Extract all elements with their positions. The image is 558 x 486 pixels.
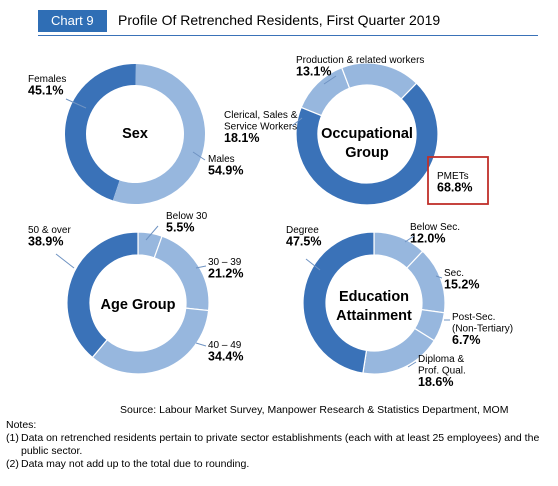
- donut-title: Age Group: [101, 297, 176, 313]
- leader-line: [407, 361, 417, 368]
- donut-title: Sex: [122, 126, 148, 142]
- leader-line: [323, 75, 337, 85]
- chart-header: Chart 9 Profile Of Retrenched Residents,…: [38, 8, 538, 36]
- slice-label-age-30-39: 30 – 39: [208, 257, 242, 268]
- slice-value-post-sec-non-tertiary: 6.7%: [452, 333, 481, 347]
- note-text: Data on retrenched residents pertain to …: [21, 432, 540, 457]
- slice-value-age-30-39: 21.2%: [208, 267, 243, 281]
- note-number: (2): [6, 458, 19, 470]
- note-item: (2) Data may not add up to the total due…: [6, 458, 546, 471]
- notes-heading: Notes:: [6, 419, 37, 431]
- slice-value-pmets: 68.8%: [437, 181, 472, 195]
- slice-value-age-50-over: 38.9%: [28, 235, 63, 249]
- donut-slice-age-40-49: [91, 307, 210, 375]
- slice-label-age-40-49: 40 – 49: [208, 340, 242, 351]
- leader-line: [291, 117, 303, 127]
- slice-value-clerical-sales-service-workers: 18.1%: [224, 131, 259, 145]
- leader-line: [305, 258, 321, 271]
- donut-slice-degree: [302, 231, 375, 374]
- slice-label-diploma-prof-qual: Diploma & Prof. Qual.: [418, 354, 466, 377]
- slice-label-post-sec-non-tertiary: Post-Sec. (Non-Tertiary): [452, 312, 513, 335]
- slice-label-females: Females: [28, 74, 66, 85]
- leader-line: [65, 98, 87, 109]
- chart-number-tag: Chart 9: [38, 10, 107, 32]
- slice-value-degree: 47.5%: [286, 235, 321, 249]
- leader-line: [404, 235, 415, 243]
- slice-value-females: 45.1%: [28, 84, 63, 98]
- leader-line: [192, 151, 206, 161]
- source-note: Source: Labour Market Survey, Manpower R…: [120, 404, 509, 416]
- donut-slice-males: [112, 64, 205, 204]
- slice-value-sec: 15.2%: [444, 278, 479, 292]
- donut-title: Attainment: [336, 308, 412, 324]
- leader-line: [195, 342, 207, 347]
- header-divider: [38, 35, 538, 36]
- donut-slice-females: [64, 64, 136, 201]
- slice-label-age-50-over: 50 & over: [28, 225, 71, 236]
- slice-label-below-30: Below 30: [166, 211, 208, 222]
- slice-label-clerical-sales-service-workers: Clerical, Sales & Service Workers: [224, 110, 298, 133]
- slice-label-below-sec: Below Sec.: [410, 222, 460, 233]
- leader-line: [145, 225, 159, 241]
- note-text: Data may not add up to the total due to …: [21, 458, 250, 470]
- note-number: (1): [6, 432, 19, 444]
- slice-value-age-40-49: 34.4%: [208, 350, 243, 364]
- slice-label-males: Males: [208, 154, 235, 165]
- donut-title: Education: [339, 289, 409, 305]
- slice-label-production-related-workers: Production & related workers: [296, 55, 424, 66]
- donut-title: Group: [345, 145, 389, 161]
- donut-title: Occupational: [321, 126, 413, 142]
- slice-value-below-sec: 12.0%: [410, 232, 445, 246]
- slice-label-sec: Sec.: [444, 268, 464, 279]
- leader-line: [195, 265, 207, 269]
- donut-slice-age-50-over: [66, 231, 139, 359]
- leader-line: [55, 253, 75, 269]
- leader-line: [435, 275, 443, 279]
- slice-label-degree: Degree: [286, 225, 319, 236]
- chart-title: Profile Of Retrenched Residents, First Q…: [118, 12, 441, 28]
- slice-value-below-30: 5.5%: [166, 221, 195, 235]
- slice-value-production-related-workers: 13.1%: [296, 65, 331, 79]
- pmets-highlight-box: [427, 156, 489, 205]
- slice-value-males: 54.9%: [208, 164, 243, 178]
- slice-label-pmets: PMETs: [437, 171, 469, 182]
- donut-slice-clerical-sales-service-workers: [340, 62, 418, 100]
- slice-value-diploma-prof-qual: 18.6%: [418, 375, 453, 389]
- note-item: (1) Data on retrenched residents pertain…: [6, 432, 546, 457]
